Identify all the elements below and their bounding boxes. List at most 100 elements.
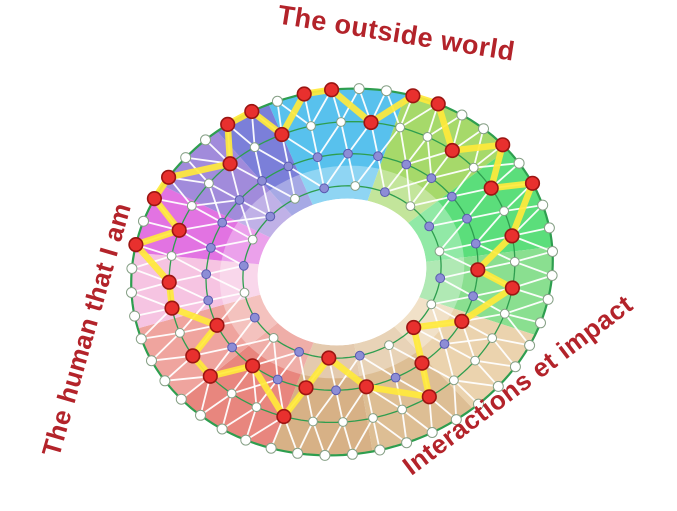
red-node <box>274 126 290 143</box>
red-node <box>363 114 379 131</box>
red-node <box>202 368 218 384</box>
spoke-line <box>428 217 468 228</box>
spoke-line <box>323 152 349 190</box>
red-node <box>220 116 236 132</box>
purple-node <box>390 372 401 383</box>
spoke-line <box>474 210 506 245</box>
red-node <box>444 142 460 159</box>
spoke-line <box>466 210 506 220</box>
sector-magenta <box>134 185 271 265</box>
purple-node <box>343 148 353 159</box>
red-node <box>414 355 430 371</box>
purple-node <box>470 238 481 249</box>
white-node <box>422 132 433 142</box>
purple-node <box>203 295 214 306</box>
white-node <box>306 121 316 131</box>
white-node <box>175 393 187 405</box>
spoke-line <box>276 350 301 381</box>
red-node <box>430 96 446 112</box>
white-node <box>126 287 137 298</box>
spoke-line <box>383 163 408 194</box>
red-node <box>164 300 180 316</box>
red-node <box>358 379 375 395</box>
white-node <box>166 251 177 261</box>
spoke-line <box>244 406 258 442</box>
purple-node <box>426 173 437 184</box>
spoke-line <box>443 343 477 362</box>
spoke-line <box>207 182 241 201</box>
white-node <box>426 427 438 438</box>
spoke-line <box>513 250 554 263</box>
spoke-line <box>231 316 256 349</box>
spoke-line <box>428 195 453 228</box>
white-node <box>492 380 504 392</box>
red-node <box>244 103 260 120</box>
red-node <box>298 380 314 396</box>
white-node <box>368 413 378 423</box>
purple-node <box>257 176 267 186</box>
red-node <box>222 156 238 172</box>
white-node <box>434 246 445 257</box>
purple-node <box>283 161 294 172</box>
spoke-line <box>230 378 279 395</box>
red-node <box>454 313 470 330</box>
spoke-line <box>409 177 433 208</box>
red-node <box>276 408 292 425</box>
spoke-line <box>503 312 531 347</box>
white-node <box>470 355 481 366</box>
spoke-line <box>238 199 254 241</box>
white-node <box>535 317 546 329</box>
red-node <box>209 317 225 333</box>
white-node <box>380 85 392 97</box>
spoke-line <box>335 389 344 423</box>
white-node <box>509 256 520 267</box>
white-node <box>524 339 536 351</box>
white-node <box>292 447 304 459</box>
white-node <box>247 234 258 245</box>
donut-hole <box>257 198 427 346</box>
white-node <box>249 142 260 153</box>
purple-node <box>462 213 472 224</box>
spoke-line <box>296 420 314 455</box>
spoke-line <box>388 344 397 379</box>
spoke-line <box>221 221 254 241</box>
white-node <box>350 181 361 191</box>
spoke-line <box>221 392 233 430</box>
spoke-line <box>221 406 258 430</box>
spoke-line <box>170 246 212 257</box>
purple-node <box>249 312 260 323</box>
spoke-line <box>358 354 397 379</box>
purple-node <box>234 195 245 205</box>
white-node <box>395 122 406 133</box>
spoke-line <box>503 312 542 324</box>
red-node <box>296 86 312 102</box>
white-node <box>200 134 211 146</box>
spoke-line <box>452 379 480 406</box>
spoke-line <box>452 379 458 421</box>
spoke-line <box>205 264 245 276</box>
spoke-line <box>238 199 272 218</box>
white-node <box>346 448 358 460</box>
white-node <box>456 109 468 121</box>
white-node <box>175 328 185 338</box>
sector-sand <box>354 326 473 452</box>
purple-node <box>272 374 283 385</box>
white-node <box>542 293 554 305</box>
purple-node <box>424 221 435 232</box>
spoke-line <box>438 217 468 253</box>
spoke-line <box>253 146 263 182</box>
spoke-line <box>251 350 301 367</box>
spoke-line <box>438 242 477 253</box>
spoke-line <box>351 417 374 456</box>
white-node <box>546 270 558 281</box>
spoke-line <box>342 421 354 456</box>
spoke-line <box>399 126 408 166</box>
white-node <box>547 246 558 257</box>
white-node <box>426 299 437 310</box>
sector-indigo <box>217 104 313 216</box>
spoke-line <box>150 331 181 362</box>
white-node <box>308 416 318 427</box>
red-node <box>405 88 421 104</box>
